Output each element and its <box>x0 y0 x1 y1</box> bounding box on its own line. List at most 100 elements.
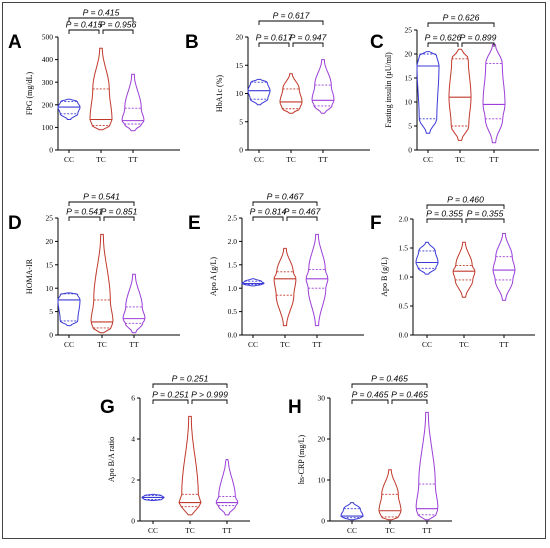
y-tick-label: 5 <box>49 307 53 316</box>
x-tick-label: CC <box>254 155 264 164</box>
bracket-line <box>258 42 290 47</box>
violin-outline <box>378 469 402 521</box>
p-value-label: P > 0.999 <box>191 390 228 400</box>
p-value-label: P = 0.617 <box>273 11 311 21</box>
y-tick-label: 2.0 <box>228 237 238 246</box>
violin-outline <box>415 411 439 521</box>
violin-tc <box>89 47 113 131</box>
x-tick-label: TC <box>96 155 106 164</box>
violin-tt <box>415 411 439 521</box>
violin-tt <box>305 233 329 327</box>
y-tick-label: 1.5 <box>228 260 238 269</box>
panel-a: 0 100 200 300 400 500 FPG (mg/dL) A CC TC TT P = 0.… <box>8 8 180 164</box>
violin-tt <box>492 233 516 301</box>
comparison-bracket: P = 0.355 <box>465 209 505 223</box>
y-tick-label: 500 <box>42 33 54 42</box>
p-value-label: P = 0.814 <box>250 207 287 217</box>
y-tick-label: 1.0 <box>228 284 238 293</box>
panel-letter: D <box>8 213 22 234</box>
violin-outline <box>448 48 472 141</box>
bracket-line <box>351 383 428 388</box>
y-tick-label: 25 <box>46 214 54 223</box>
violin-outline <box>247 78 271 106</box>
y-tick-label: 20 <box>46 237 54 246</box>
y-tick-label: 0 <box>49 331 53 340</box>
x-tick-label: CC <box>347 526 357 535</box>
y-tick-label: 0.5 <box>228 307 238 316</box>
y-tick-label: 25 <box>405 26 413 35</box>
comparison-bracket: P = 0.467 <box>284 207 322 221</box>
x-tick-label: CC <box>422 340 432 349</box>
x-tick-label: CC <box>64 340 74 349</box>
y-tick-label: 0 <box>321 517 325 526</box>
x-tick-label: TT <box>499 340 509 349</box>
x-tick-label: TC <box>185 526 195 535</box>
p-value-label: P = 0.626 <box>443 13 480 23</box>
violin-tt <box>122 273 146 334</box>
violin-outline <box>311 59 335 114</box>
y-tick-label: 2.5 <box>228 214 238 223</box>
bracket-line <box>68 201 135 206</box>
violin-outline <box>273 247 297 327</box>
comparison-bracket: P = 0.460 <box>426 195 505 209</box>
violin-outline <box>90 233 114 334</box>
y-tick-label: 5 <box>239 117 243 126</box>
y-tick-label: 10 <box>236 89 244 98</box>
bracket-line <box>426 204 505 209</box>
violin-outline <box>452 241 476 298</box>
comparison-bracket: P = 0.467 <box>252 192 318 206</box>
bracket-line <box>427 22 495 27</box>
panel-letter: C <box>370 32 384 53</box>
violin-outline <box>57 292 81 327</box>
p-value-label: P = 0.355 <box>467 209 504 219</box>
y-tick-label: 0 <box>131 517 135 526</box>
y-axis-label: FPG (mg/dL) <box>25 72 34 116</box>
violin-outline <box>416 51 440 134</box>
violin-cc <box>247 78 271 106</box>
x-tick-label: TT <box>422 526 432 535</box>
comparison-bracket: P = 0.617 <box>256 33 294 47</box>
y-tick-label: 1.5 <box>399 244 409 253</box>
violin-tc <box>279 73 303 114</box>
p-value-label: P = 0.541 <box>66 207 103 217</box>
y-tick-label: 10 <box>46 284 54 293</box>
y-tick-label: 0.0 <box>399 331 409 340</box>
violin-outline <box>305 233 329 327</box>
bracket-line <box>68 216 101 221</box>
violin-cc <box>57 292 81 327</box>
panel-e: 0.0 0.5 1.0 1.5 2.0 2.5 Apo A (g/L) E CC TC TT P = … <box>188 192 364 349</box>
comparison-bracket: P = 0.814 <box>250 207 287 221</box>
comparison-bracket: P = 0.626 <box>427 13 495 27</box>
violin-outline <box>492 233 516 301</box>
y-tick-label: 0 <box>49 146 53 155</box>
p-value-label: P = 0.460 <box>447 195 484 205</box>
bracket-line <box>252 216 284 221</box>
x-tick-label: TT <box>128 155 138 164</box>
violin-cc <box>340 502 364 521</box>
y-tick-label: 400 <box>42 55 54 64</box>
comparison-bracket: P = 0.415 <box>66 20 103 34</box>
bracket-line <box>191 399 228 404</box>
y-axis-label: HOMA-IR <box>25 258 34 294</box>
x-tick-label: TC <box>385 526 395 535</box>
panel-letter: H <box>288 397 302 418</box>
violin-cc <box>415 241 439 275</box>
comparison-bracket: P = 0.541 <box>68 192 135 206</box>
x-tick-label: CC <box>248 340 258 349</box>
violin-outline <box>215 459 239 516</box>
comparison-bracket: P = 0.251 <box>152 390 189 404</box>
x-tick-label: CC <box>64 155 74 164</box>
violin-outline <box>178 415 202 516</box>
comparison-bracket: P = 0.617 <box>258 11 324 25</box>
comparison-bracket: P = 0.956 <box>100 20 137 34</box>
figure-frame <box>2 2 546 539</box>
y-tick-label: 2.0 <box>399 215 409 224</box>
violin-outline <box>279 73 303 114</box>
y-axis-label: HbA1c (%) <box>215 75 224 112</box>
x-tick-label: TT <box>489 155 499 164</box>
violin-tc <box>178 415 202 516</box>
